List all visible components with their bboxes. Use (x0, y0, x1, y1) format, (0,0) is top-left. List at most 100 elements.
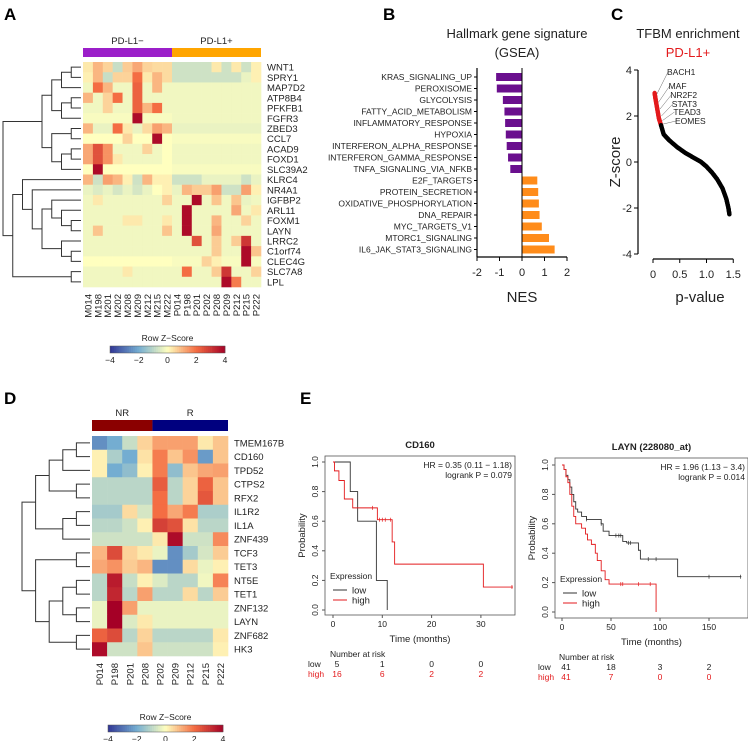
heatmap-cell (112, 154, 123, 165)
risk-row-label: high (308, 669, 324, 679)
colorkey-swatch (203, 346, 207, 353)
colorkey-swatch (186, 725, 189, 732)
column-label: P209 (222, 294, 233, 316)
heatmap-cell (112, 113, 123, 124)
heatmap-cell (112, 184, 123, 196)
colorkey-swatch (136, 346, 140, 353)
heatmap-cell (142, 256, 153, 267)
heatmap-cell (211, 164, 222, 175)
colorkey-swatch (215, 725, 218, 732)
heatmap-cell (92, 642, 108, 657)
annotation-leader (662, 111, 675, 121)
stats-text: logrank P = 0.079 (445, 470, 512, 480)
heatmap-cell (142, 82, 153, 93)
heatmap-cell (112, 225, 123, 237)
x-tick-label: 1.5 (726, 269, 741, 281)
heatmap-cell (241, 215, 252, 226)
dendrogram-branch (2, 120, 42, 237)
heatmap-cell (107, 532, 123, 547)
heatmap-cell (231, 164, 242, 175)
heatmap-cell (172, 174, 183, 186)
x-tick-label: 0 (331, 619, 336, 629)
column-label: P198 (110, 663, 121, 685)
bar (504, 107, 522, 116)
heatmap-cell (137, 449, 153, 464)
heatmap-cell (122, 559, 138, 574)
heatmap-cell (182, 532, 199, 547)
x-tick-label: 1 (541, 267, 547, 279)
annotation-leader (663, 120, 677, 125)
heatmap-cell (107, 491, 123, 506)
y-axis-label: Probability (297, 513, 308, 558)
heatmap-cell (112, 215, 123, 226)
heatmap-cell (102, 143, 113, 155)
heatmap-cell (162, 92, 173, 104)
heatmap-cell (132, 143, 143, 155)
row-label: WNT1 (267, 63, 294, 74)
heatmap-cell (221, 133, 232, 145)
annotation-leader (656, 71, 669, 95)
heatmap-cell (197, 518, 214, 533)
heatmap-cell (112, 72, 123, 83)
heatmap-cell (182, 491, 199, 506)
heatmap-cell (211, 246, 222, 257)
heatmap-cell (112, 235, 123, 247)
dendrogram-branch (75, 442, 90, 458)
colorkey-swatch (184, 346, 187, 353)
stats-text: HR = 0.35 (0.11 − 1.18) (423, 460, 512, 470)
dendrogram-branch (35, 559, 77, 623)
colorkey-swatch (150, 725, 153, 732)
heatmap-cell (172, 225, 183, 237)
heatmap-cell (241, 62, 252, 73)
heatmap-cell (191, 154, 202, 165)
heatmap-cell (102, 184, 113, 196)
row-label: ZNF132 (234, 603, 268, 614)
heatmap-cell (83, 164, 94, 175)
colorkey-swatch (117, 725, 120, 732)
panel-d-heatmap: NR R TMEM167B CD160 TPD52 CTPS2 RFX2 IL1R2 IL1A Z… (21, 408, 284, 741)
heatmap-cell (167, 614, 183, 629)
heatmap-cell (211, 154, 222, 165)
heatmap-cell (221, 72, 232, 83)
category-label: MYC_TARGETS_V1 (394, 222, 473, 232)
colorkey-swatch (177, 725, 180, 732)
heatmap-cell (83, 174, 94, 186)
group-label: PD-L1− (111, 36, 144, 47)
dendrogram-branch (70, 127, 81, 140)
heatmap-cell (212, 587, 229, 602)
heatmap-cell (132, 92, 143, 104)
heatmap-cell (107, 559, 123, 574)
heatmap-cell (221, 143, 232, 155)
heatmap-cell (137, 504, 153, 519)
heatmap-cell (201, 164, 212, 175)
heatmap-cell (167, 449, 183, 464)
heatmap-cell (83, 62, 94, 73)
heatmap-cell (241, 184, 252, 196)
heatmap-cell (197, 642, 214, 657)
row-label: KLRC4 (267, 175, 298, 186)
heatmap-cell (102, 82, 113, 93)
colorkey-swatch (161, 725, 164, 732)
heatmap-cell (83, 82, 94, 93)
heatmap-cell (162, 205, 173, 216)
heatmap-cell (191, 113, 202, 124)
stats-text: HR = 1.96 (1.13 − 3.4) (660, 462, 745, 472)
heatmap-cell (221, 235, 232, 247)
heatmap-cell (182, 449, 199, 464)
heatmap-cell (92, 276, 104, 288)
heatmap-cell (142, 215, 153, 226)
heatmap-cell (92, 174, 104, 186)
y-tick-label: 0.4 (540, 547, 550, 559)
panel-b-bar-chart: Hallmark gene signature (GSEA) KRAS_SIGNAL… (328, 26, 588, 306)
heatmap-cell (191, 276, 202, 288)
heatmap-cell (132, 102, 143, 114)
heatmap-cell (182, 477, 199, 492)
heatmap-cell (92, 143, 104, 155)
heatmap-cell (191, 174, 202, 186)
heatmap-cell (172, 215, 183, 226)
colorkey-swatch (127, 725, 130, 732)
heatmap-cell (137, 518, 153, 533)
heatmap-cell (167, 642, 183, 657)
risk-count: 7 (609, 672, 614, 682)
heatmap-cell (162, 194, 173, 206)
